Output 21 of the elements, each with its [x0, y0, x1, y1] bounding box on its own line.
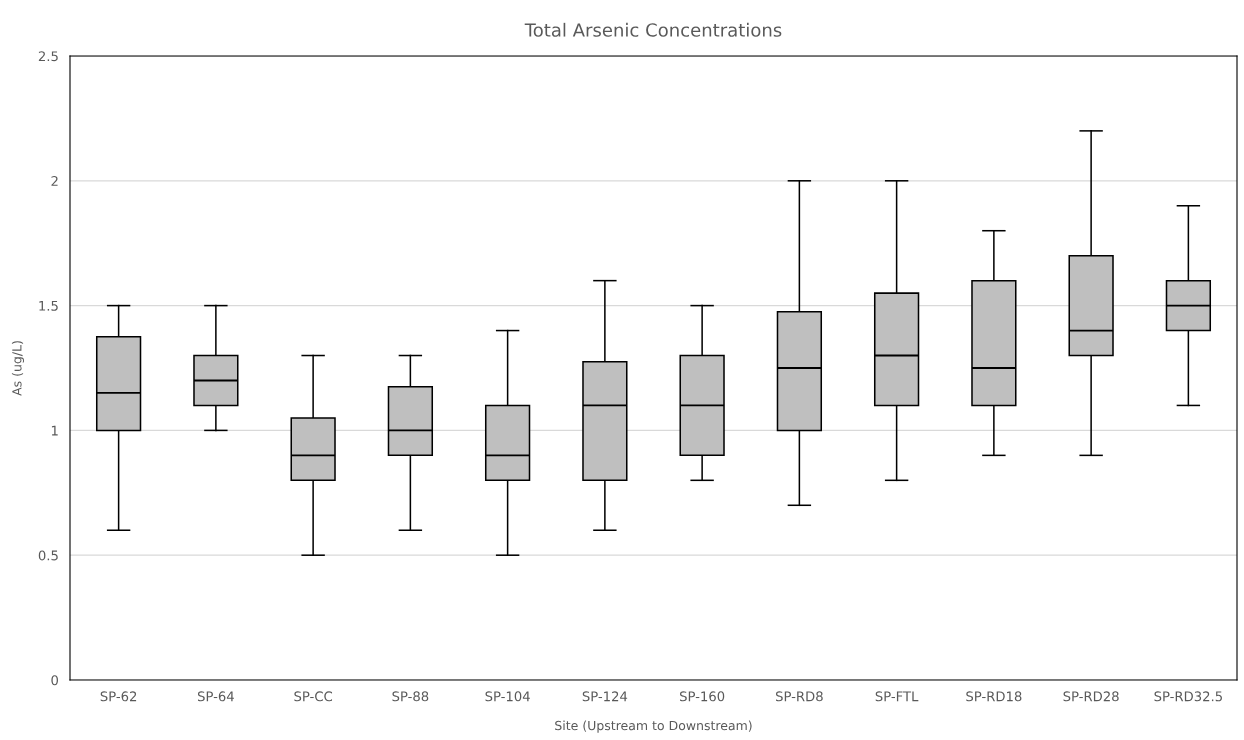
x-tick-label: SP-104: [485, 691, 530, 702]
x-tick-label: SP-RD18: [966, 691, 1022, 702]
x-tick-label: SP-RD32.5: [1154, 691, 1222, 702]
x-tick-label: SP-88: [392, 691, 429, 702]
y-tick-label: 0: [51, 675, 59, 686]
x-tick-label: SP-RD28: [1063, 691, 1119, 702]
x-tick-label: SP-64: [197, 691, 234, 702]
y-tick-label: 2: [51, 176, 58, 186]
x-tick-label: SP-RD8: [775, 691, 823, 702]
y-tick-label: 2.5: [38, 51, 58, 62]
x-tick-label: SP-124: [582, 691, 628, 702]
x-tick-label: SP-FTL: [875, 691, 919, 702]
y-tick-label: 0.5: [38, 550, 58, 561]
x-tick-label: SP-160: [680, 691, 725, 702]
y-tick-label: 1: [51, 425, 58, 436]
y-tick-label: 1.5: [39, 300, 58, 311]
x-tick-label: SP-CC: [294, 691, 333, 702]
y-axis-title: As (ug/L): [11, 341, 25, 396]
x-axis-title: Site (Upstream to Downstream): [555, 720, 752, 733]
x-tick-label: SP-62: [100, 691, 137, 702]
chart-title: Total Arsenic Concentrations: [524, 22, 782, 37]
